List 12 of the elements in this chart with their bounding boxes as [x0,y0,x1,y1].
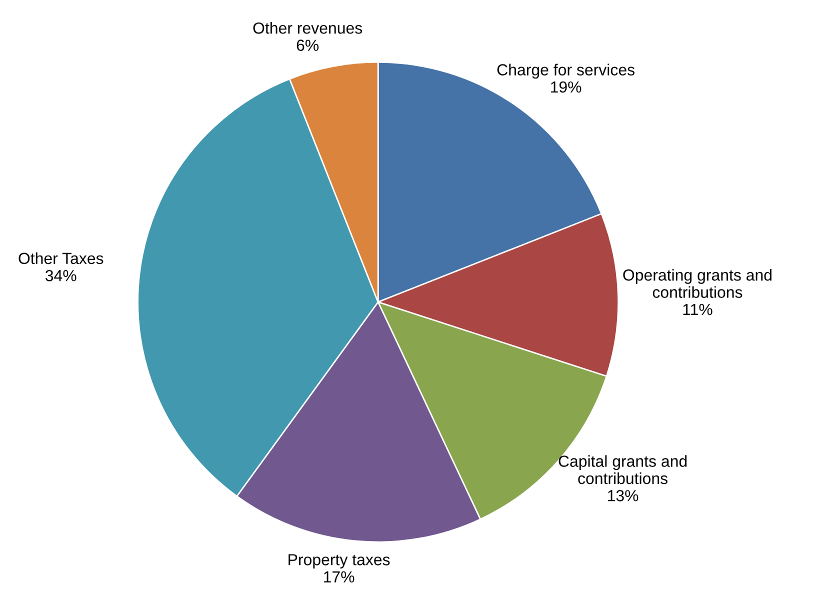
slice-label: Operating grants and contributions [623,268,772,298]
data-label: 13% [608,490,638,502]
slice-label: Other revenues [253,22,362,34]
data-label: 19% [551,81,582,93]
slice-label: Charge for services [497,64,634,79]
data-label: 6% [296,40,319,51]
data-label: 11% [683,304,712,316]
slice-label: Other Taxes [18,252,104,264]
slice-label: Property taxes [288,554,390,568]
data-label: 34% [45,270,76,282]
data-label: 17% [324,571,354,582]
slice-label: Capital grants and contributions [558,455,687,484]
